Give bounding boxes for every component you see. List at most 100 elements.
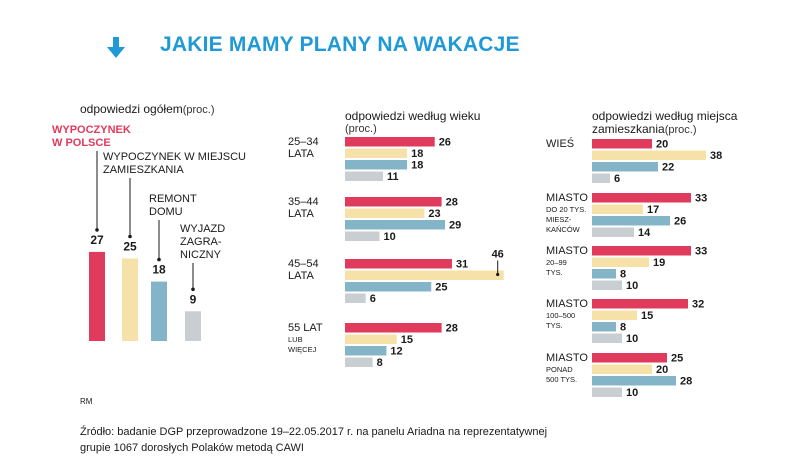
place-group-4-value-1: 32: [692, 299, 704, 311]
age-group-1-label-1: 25–34: [288, 136, 319, 148]
overall-label-3-line-1: REMONT: [149, 193, 197, 205]
arrow-down-icon: [106, 37, 126, 59]
place-group-3-bar-1: [592, 246, 691, 256]
age-group-4-bar-3: [345, 346, 387, 356]
age-group-1-label-2: LATA: [288, 148, 315, 160]
age-group-1-bar-1: [345, 137, 435, 147]
age-group-2-value-2: 23: [428, 208, 440, 220]
place-group-2-sublabel-2: MIESZ-: [546, 215, 572, 224]
age-group-4-value-3: 12: [390, 346, 402, 358]
age-group-3-value-1: 31: [456, 259, 468, 271]
overall-leader-dot-1: [95, 228, 99, 232]
place-group-4-sublabel-2: TYS.: [546, 321, 563, 330]
place-group-3-value-1: 33: [695, 246, 707, 258]
place-group-5-bar-4: [592, 387, 622, 397]
place-group-4-sublabel-1: 100–500: [546, 311, 575, 320]
age-group-2-value-1: 28: [446, 197, 458, 209]
page-title: JAKIE MAMY PLANY NA WAKACJE: [160, 33, 520, 56]
place-group-1-value-1: 20: [656, 139, 668, 151]
overall-label-4-line-3: NICZNY: [180, 249, 222, 261]
age-group-4-sublabel-2: WIĘCEJ: [288, 345, 317, 354]
age-group-1-value-1: 26: [439, 137, 451, 149]
place-group-2-label-1: MIASTO: [546, 192, 588, 204]
source-line-1: Źródło: badanie DGP przeprowadzone 19–22…: [80, 426, 548, 438]
place-group-2-bar-4: [592, 227, 634, 237]
place-group-5-sublabel-1: PONAD: [546, 365, 573, 374]
place-group-5-label-1: MIASTO: [546, 352, 588, 364]
age-group-3-value-3: 25: [435, 282, 447, 294]
overall-label-4-line-1: WYJAZD: [180, 223, 225, 235]
place-group-5-value-1: 25: [671, 353, 683, 365]
place-group-1-value-2: 38: [710, 150, 722, 162]
place-group-5-bar-2: [592, 364, 652, 374]
age-group-1-bar-2: [345, 148, 408, 158]
age-group-4-value-4: 8: [377, 357, 383, 369]
age-group-4-value-1: 28: [446, 323, 458, 335]
overall-chart-title: odpowiedzi ogółem(proc.): [80, 103, 215, 117]
age-group-1-bar-3: [345, 160, 408, 170]
overall-leader-dot-2: [128, 234, 132, 239]
age-group-2-label-2: LATA: [288, 208, 315, 220]
age-group-4-bar-1: [345, 323, 442, 333]
age-unit: (proc.): [345, 123, 377, 135]
place-group-3-bar-4: [592, 280, 622, 290]
place-group-1-label-1: WIEŚ: [546, 137, 574, 150]
place-group-4-bar-4: [592, 333, 622, 343]
age-group-3-value-4: 6: [370, 293, 376, 305]
overall-bar-3: [151, 281, 167, 341]
age-group-2-bar-2: [345, 208, 425, 218]
overall-label-4-line-2: ZAGRA-: [180, 236, 222, 248]
place-group-5-bar-1: [592, 353, 667, 363]
overall-label-1-line-2: W POLSCE: [52, 137, 111, 149]
age-group-3-bar-3: [345, 282, 432, 292]
place-group-3-bar-2: [592, 257, 649, 267]
place-group-5-bar-3: [592, 376, 676, 386]
overall-bar-4: [185, 311, 201, 341]
overall-unit: (proc.): [182, 104, 215, 116]
age-group-1-bar-4: [345, 171, 383, 181]
place-group-4-value-3: 8: [620, 322, 626, 334]
place-group-4-value-4: 10: [626, 333, 638, 345]
place-group-5-value-4: 10: [626, 387, 638, 399]
place-unit: (proc.): [664, 124, 697, 136]
overall-value-1: 27: [90, 233, 104, 247]
rm-credit: RM: [80, 397, 93, 406]
overall-bar-2: [122, 258, 138, 341]
place-group-4-bar-1: [592, 299, 688, 309]
age-group-4-value-2: 15: [401, 334, 413, 346]
age-group-2-value-4: 10: [384, 231, 396, 243]
age-title-text: odpowiedzi według wieku: [345, 109, 481, 123]
age-group-3-value-2: 46: [492, 249, 504, 261]
place-group-2-value-4: 14: [638, 227, 651, 239]
age-group-1-value-4: 11: [387, 171, 399, 183]
source-note: Źródło: badanie DGP przeprowadzone 19–22…: [80, 424, 547, 456]
overall-value-2: 25: [123, 240, 137, 254]
place-title-text: odpowiedzi według miejsca zamieszkania: [592, 109, 738, 136]
place-group-2-bar-2: [592, 204, 643, 214]
age-group-1-value-2: 18: [411, 148, 423, 160]
place-group-2-value-2: 17: [647, 204, 659, 216]
overall-value-3: 18: [152, 263, 166, 277]
place-group-4-bar-3: [592, 322, 616, 332]
age-group-2-value-3: 29: [449, 220, 461, 232]
place-group-3-sublabel-1: 20–99: [546, 258, 567, 267]
age-group-4-bar-4: [345, 357, 373, 367]
age-group-4-bar-2: [345, 334, 397, 344]
place-group-2-bar-1: [592, 193, 691, 203]
place-group-1-bar-2: [592, 150, 706, 160]
place-group-1-bar-4: [592, 173, 610, 183]
age-group-4-sublabel-1: LUB: [288, 335, 303, 344]
age-chart-title: odpowiedzi według wieku (proc.): [345, 110, 480, 136]
place-group-5-value-3: 28: [680, 376, 692, 388]
place-group-3-label-1: MIASTO: [546, 245, 588, 257]
place-group-2-sublabel-1: DO 20 TYS.: [546, 205, 586, 214]
age-group-2-bar-4: [345, 231, 380, 241]
overall-title-text: odpowiedzi ogółem: [80, 102, 183, 116]
age-group-3-label-1: 45–54: [288, 258, 319, 270]
overall-bar-1: [89, 251, 105, 341]
overall-label-3-line-2: DOMU: [149, 206, 183, 218]
place-group-3-bar-3: [592, 269, 616, 279]
place-chart-title: odpowiedzi według miejsca zamieszkania(p…: [592, 110, 782, 137]
age-group-2-label-1: 35–44: [288, 196, 319, 208]
